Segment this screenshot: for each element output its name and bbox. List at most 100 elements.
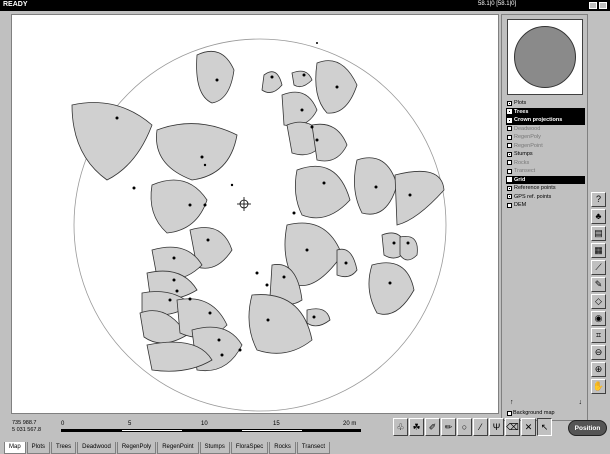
- scale-tick: 0: [61, 421, 65, 427]
- tree-tool-icon[interactable]: ♧: [393, 418, 408, 436]
- tree-point: [322, 181, 326, 185]
- layer-item[interactable]: Transect: [506, 167, 585, 176]
- tree-point: [238, 348, 242, 352]
- layer-item[interactable]: Deadwood: [506, 125, 585, 134]
- table-icon[interactable]: ▤: [591, 226, 606, 241]
- erase-tool-icon[interactable]: ⌫: [505, 418, 520, 436]
- layer-item[interactable]: Plots: [506, 99, 585, 108]
- tab-deadwood[interactable]: Deadwood: [77, 442, 116, 454]
- cross-tool-icon[interactable]: ✕: [521, 418, 536, 436]
- plot-map-svg[interactable]: [12, 15, 499, 414]
- circle-tool-icon[interactable]: ○: [457, 418, 472, 436]
- tree-point: [310, 125, 314, 129]
- layer-item[interactable]: Grid: [506, 175, 585, 184]
- layer-visibility-checkbox[interactable]: [507, 151, 512, 157]
- background-map-toggle[interactable]: Background map: [507, 410, 555, 416]
- tree-point: [255, 271, 259, 275]
- layer-label: Crown projections: [514, 117, 563, 123]
- layer-visibility-checkbox[interactable]: [507, 168, 512, 174]
- layer-visibility-checkbox[interactable]: [507, 134, 512, 140]
- layer-visibility-checkbox[interactable]: [507, 100, 512, 106]
- crown: [291, 70, 313, 88]
- grid-icon[interactable]: ▦: [591, 243, 606, 258]
- panel-splitter[interactable]: ↑ ↓: [510, 399, 582, 406]
- layer-item[interactable]: Reference points: [506, 184, 585, 193]
- close-icon[interactable]: [599, 2, 607, 9]
- tree-point: [220, 353, 224, 357]
- position-button[interactable]: Position: [568, 420, 607, 436]
- tab-stumps[interactable]: Stumps: [199, 442, 230, 454]
- layer-label: Stumps: [514, 151, 533, 157]
- layer-label: Plots: [514, 100, 527, 106]
- background-map-checkbox[interactable]: [507, 410, 512, 416]
- zoom-in-icon[interactable]: ⊕: [591, 362, 606, 377]
- crown: [196, 51, 235, 104]
- line-tool-icon[interactable]: ⁄: [473, 418, 488, 436]
- pencil-tool-icon[interactable]: ✏: [441, 418, 456, 436]
- minimize-icon[interactable]: [589, 2, 597, 9]
- target-icon[interactable]: ◉: [591, 311, 606, 326]
- tree-point: [265, 283, 269, 287]
- overview-map[interactable]: [507, 19, 583, 95]
- scale-tick: 20 m: [343, 421, 357, 427]
- extent-icon[interactable]: ⌗: [591, 328, 606, 343]
- tree-point: [215, 78, 219, 82]
- branch-tool-icon[interactable]: Ψ: [489, 418, 504, 436]
- tree-point: [208, 311, 212, 315]
- tab-trees[interactable]: Trees: [51, 442, 77, 454]
- cursor-icon[interactable]: ◇: [591, 294, 606, 309]
- coordinate-readout: 58.1|0 [58.1|0]: [478, 1, 517, 7]
- tab-transect[interactable]: Transect: [296, 442, 331, 454]
- plot-center-marker: [237, 197, 251, 211]
- y-coordinate: 5 031 567.8: [12, 426, 42, 433]
- crown: [306, 308, 331, 327]
- layer-item[interactable]: Stumps: [506, 150, 585, 159]
- layer-visibility-checkbox[interactable]: [507, 160, 512, 166]
- hand-icon[interactable]: ✋: [591, 379, 606, 394]
- tab-regenpoly[interactable]: RegenPoly: [116, 442, 157, 454]
- layer-visibility-checkbox[interactable]: [507, 143, 512, 149]
- tab-rocks[interactable]: Rocks: [269, 442, 296, 454]
- layer-item[interactable]: GPS ref. points: [506, 193, 585, 202]
- help-icon[interactable]: ?: [591, 192, 606, 207]
- pointer-tool-icon[interactable]: ↖: [537, 418, 552, 436]
- crown-tool-icon[interactable]: ☘: [409, 418, 424, 436]
- tree-point: [292, 211, 296, 215]
- tree-point: [206, 238, 210, 242]
- layer-label: Grid: [514, 176, 526, 183]
- layer-visibility-checkbox[interactable]: [507, 202, 512, 208]
- tree-point: [203, 203, 207, 207]
- layer-visibility-checkbox[interactable]: [507, 194, 512, 200]
- layer-item[interactable]: RegenPoint: [506, 142, 585, 151]
- tab-map[interactable]: Map: [4, 442, 26, 454]
- pencil-icon[interactable]: ✎: [591, 277, 606, 292]
- tab-plots[interactable]: Plots: [26, 442, 51, 454]
- brush-tool-icon[interactable]: ✐: [425, 418, 440, 436]
- tab-floraspec[interactable]: FloraSpec: [230, 442, 269, 454]
- measure-icon[interactable]: ⟋: [591, 260, 606, 275]
- tab-regenpoint[interactable]: RegenPoint: [157, 442, 199, 454]
- crown: [189, 227, 233, 269]
- tree-point: [302, 73, 306, 77]
- crown: [284, 222, 343, 287]
- layer-visibility-checkbox[interactable]: [507, 126, 512, 132]
- zoom-out-icon[interactable]: ⊖: [591, 345, 606, 360]
- layer-visibility-checkbox[interactable]: [507, 177, 512, 183]
- layer-visibility-checkbox[interactable]: [507, 109, 512, 115]
- layer-item[interactable]: DEM: [506, 201, 585, 210]
- layer-item[interactable]: Rocks: [506, 159, 585, 168]
- crown: [261, 71, 283, 93]
- layer-visibility-checkbox[interactable]: [507, 117, 512, 123]
- background-map-label: Background map: [513, 410, 555, 416]
- map-canvas[interactable]: [11, 14, 499, 414]
- arrow-up-icon[interactable]: ↑: [510, 399, 514, 406]
- layer-item[interactable]: RegenPoly: [506, 133, 585, 142]
- layer-item[interactable]: Crown projections: [506, 116, 585, 125]
- arrow-down-icon[interactable]: ↓: [578, 399, 583, 406]
- overview-plot-disc: [514, 26, 576, 88]
- crown: [399, 236, 418, 261]
- tree-icon[interactable]: ♣: [591, 209, 606, 224]
- layer-visibility-checkbox[interactable]: [507, 185, 512, 191]
- layer-item[interactable]: Trees: [506, 107, 585, 116]
- tree-point: [282, 275, 286, 279]
